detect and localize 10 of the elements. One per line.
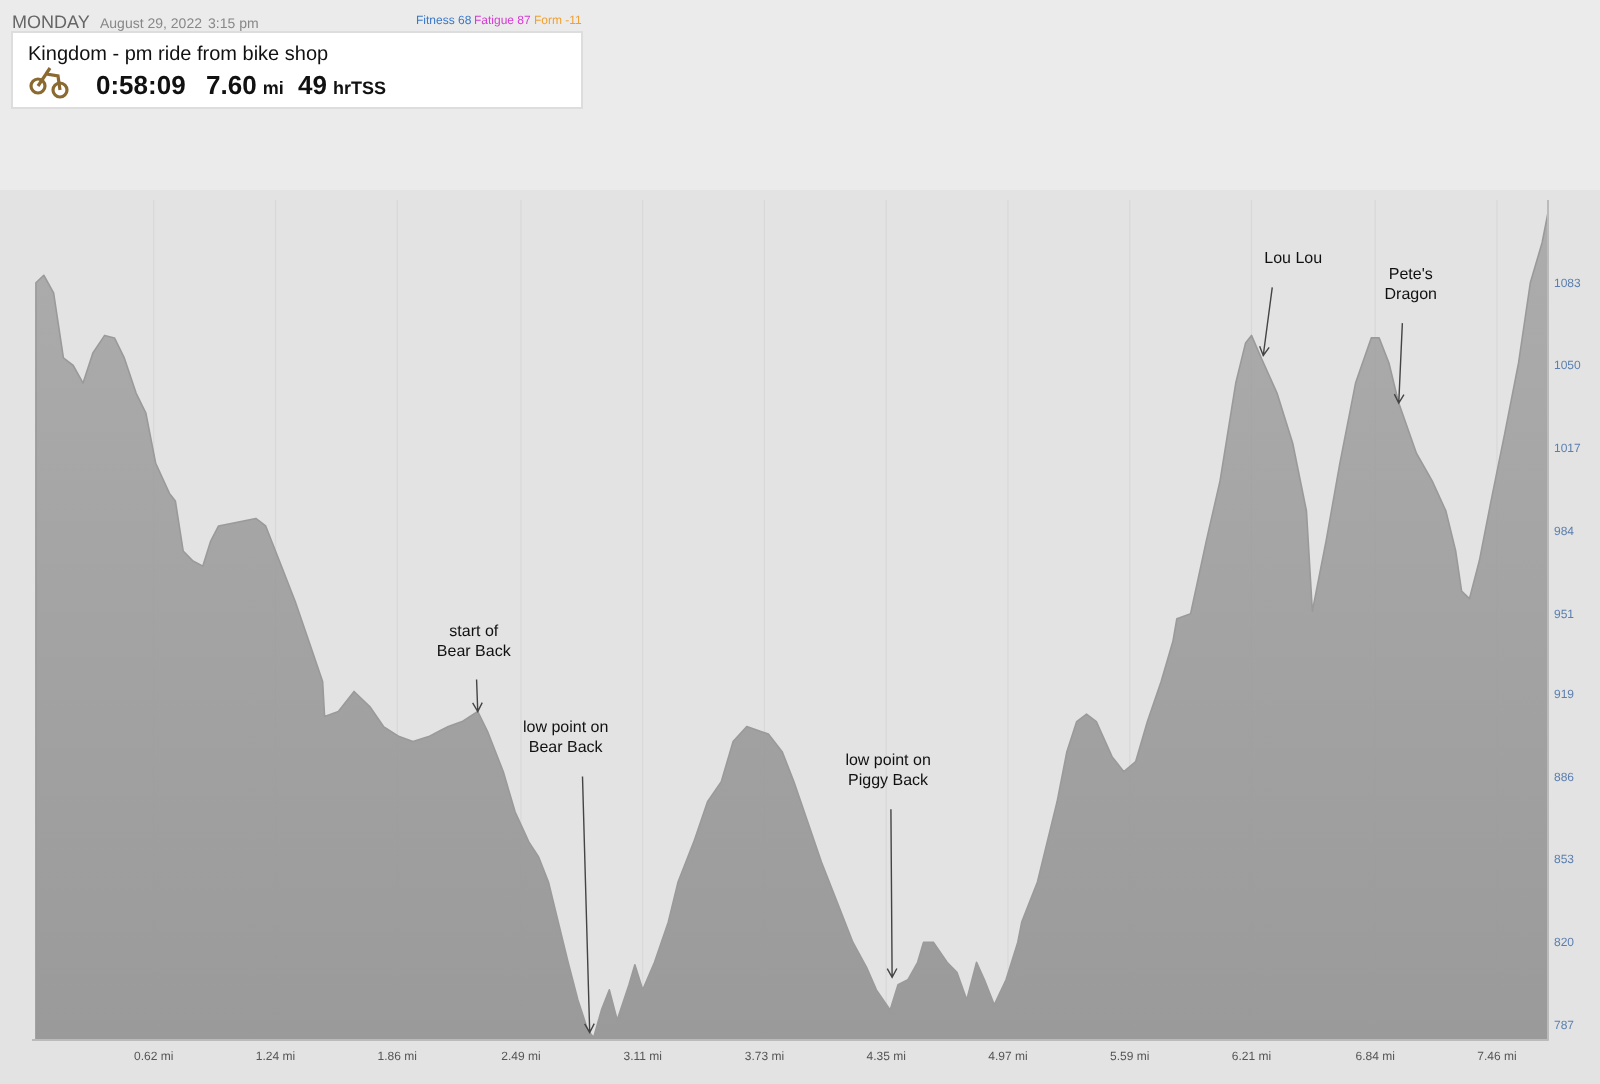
annotation: start of Bear Back <box>436 621 513 660</box>
text: MONDAY <box>12 12 90 32</box>
annotation: low point on Piggy Back <box>845 751 931 790</box>
annotation: low point on Bear Back <box>523 718 609 757</box>
chart-title: Kingdom - pm ride from bike shop <box>28 44 329 66</box>
text: 49 hrTSS <box>298 70 386 100</box>
annotation: Pete's Dragon <box>1384 265 1438 304</box>
text: 0:58:09 <box>96 70 186 100</box>
annotation: Lou Lou <box>1264 249 1323 268</box>
text: 7.60 mi <box>206 70 284 100</box>
